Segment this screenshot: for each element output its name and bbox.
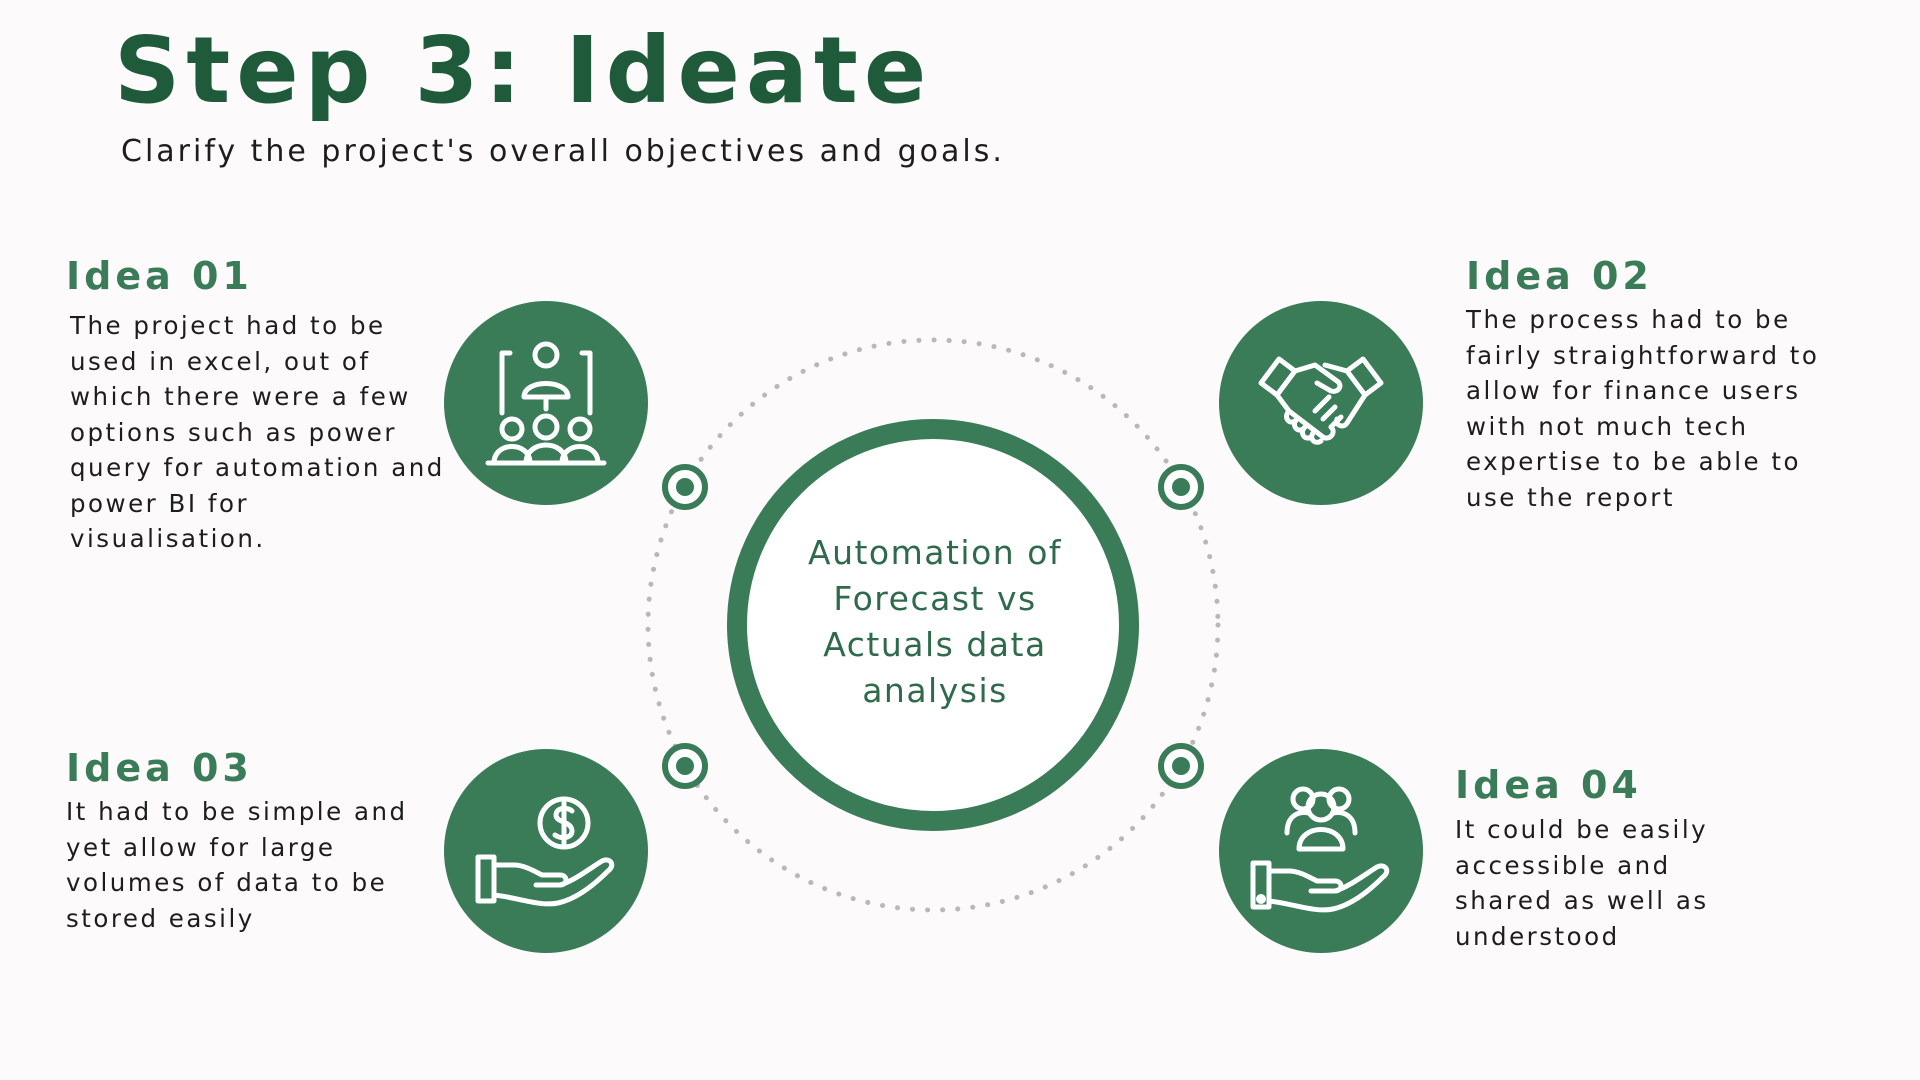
- idea-03-line: It had to be simple and: [66, 797, 408, 826]
- idea-01-line: options such as power: [70, 417, 397, 447]
- idea-04-line: shared as well as: [1455, 886, 1709, 915]
- idea-03-text: It had to be simple and yet allow for la…: [66, 794, 408, 936]
- center-label-line: analysis: [862, 671, 1008, 710]
- idea-02-icon-badge: [1219, 301, 1423, 505]
- idea-01-line: power BI for: [70, 488, 250, 518]
- idea-04-text: It could be easily accessible and shared…: [1455, 812, 1709, 954]
- idea-04-line: understood: [1455, 921, 1620, 951]
- idea-04-heading: Idea 04: [1455, 763, 1642, 807]
- idea-04-line: It could be easily: [1455, 815, 1709, 844]
- dollar-hand-icon: [475, 796, 615, 907]
- handshake-icon: [1258, 356, 1384, 445]
- idea-01-line: which there were a few: [70, 382, 411, 411]
- idea-01-line: The project had to be: [70, 311, 386, 340]
- idea-01-line: used in excel, out of: [70, 346, 371, 376]
- idea-02-line: allow for finance users: [1466, 376, 1801, 405]
- idea-03-heading: Idea 03: [66, 746, 253, 790]
- idea-03-icon-badge: [444, 749, 648, 953]
- idea-04-line: accessible and: [1455, 850, 1671, 880]
- organization-hierarchy-icon: [485, 341, 607, 466]
- idea-01-line: query for automation and: [70, 453, 445, 482]
- center-label-line: Automation of: [808, 533, 1062, 572]
- page-title: Step 3: Ideate: [114, 17, 933, 124]
- idea-01-heading: Idea 01: [66, 254, 253, 298]
- idea-03-line: volumes of data to be: [66, 868, 388, 897]
- idea-02-heading: Idea 02: [1466, 254, 1653, 298]
- center-label-line: Actuals data: [823, 625, 1047, 664]
- idea-02-line: The process had to be: [1466, 305, 1791, 334]
- people-hand-icon: [1250, 786, 1390, 913]
- idea-03-line: yet allow for large: [66, 832, 336, 862]
- center-label-line: Forecast vs: [833, 579, 1037, 618]
- idea-01-text: The project had to be used in excel, out…: [70, 308, 445, 557]
- idea-01-icon-badge: [444, 301, 648, 505]
- idea-02-text: The process had to be fairly straightfor…: [1466, 302, 1819, 515]
- connector-node-top-left: [662, 464, 708, 510]
- connector-node-bottom-left: [662, 743, 708, 789]
- connector-node-bottom-right: [1158, 743, 1204, 789]
- connector-node-top-right: [1158, 464, 1204, 510]
- center-label: Automation of Forecast vs Actuals data a…: [750, 530, 1120, 714]
- idea-02-line: fairly straightforward to: [1466, 340, 1820, 370]
- idea-02-line: expertise to be able to: [1466, 447, 1802, 476]
- page-subtitle: Clarify the project's overall objectives…: [121, 134, 1005, 169]
- idea-04-icon-badge: [1219, 749, 1423, 953]
- idea-03-line: stored easily: [66, 903, 255, 933]
- idea-02-line: with not much tech: [1466, 411, 1749, 441]
- idea-02-line: use the report: [1466, 482, 1675, 512]
- idea-01-line: visualisation.: [70, 524, 266, 553]
